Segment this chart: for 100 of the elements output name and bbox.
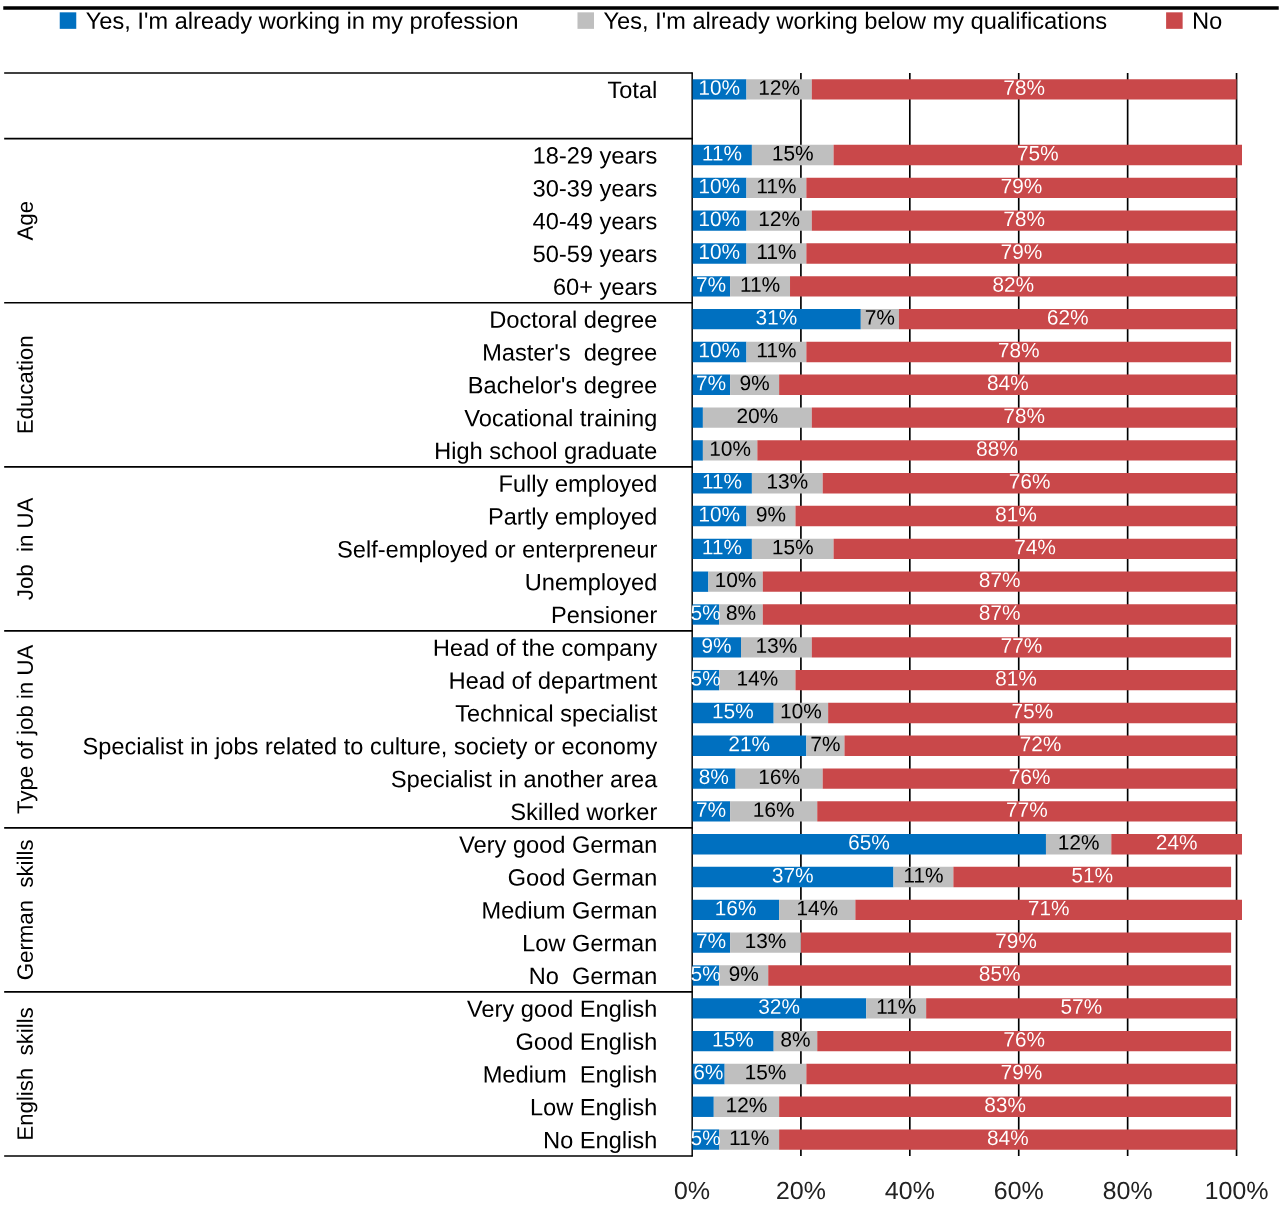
bar	[735, 768, 823, 789]
y-tick-label: 60+ years	[554, 278, 657, 300]
data-label: 8%	[781, 1031, 810, 1047]
bar	[806, 341, 1232, 363]
x-tick-label: 60%	[994, 1181, 1043, 1200]
bar	[926, 998, 1237, 1019]
data-label: 10%	[699, 342, 740, 358]
data-label: 13%	[768, 474, 808, 489]
bar	[779, 1129, 1237, 1150]
y-tick-label: No German	[530, 967, 656, 985]
y-tick-label: Specialist in jobs related to culture, society or economy	[83, 737, 658, 760]
y-tick-label: Technical specialist	[455, 704, 658, 727]
bar	[800, 932, 1232, 953]
bar	[692, 866, 894, 888]
data-label: 88%	[977, 441, 1018, 456]
data-label: 78%	[1004, 211, 1045, 227]
y-tick-label: Unemployed	[526, 573, 656, 596]
data-label: 87%	[979, 572, 1020, 588]
data-label: 84%	[987, 375, 1028, 391]
data-label: 71%	[1028, 900, 1069, 916]
y-tick-label: 40-49 years	[533, 212, 657, 235]
data-label: 20%	[737, 408, 778, 424]
bar	[746, 243, 807, 264]
bar	[811, 407, 1237, 428]
data-label: 65%	[849, 835, 890, 850]
data-label: 76%	[1004, 1031, 1045, 1047]
y-tick-label: 30-39 years	[533, 179, 657, 202]
bar	[811, 637, 1232, 658]
y-tick-label: Medium English	[484, 1065, 656, 1088]
bar	[692, 308, 861, 330]
data-label: 79%	[996, 933, 1037, 949]
data-label: 12%	[727, 1097, 767, 1113]
legend-label: Yes, I'm already working below my qualifications	[603, 11, 1107, 34]
data-label: 79%	[1001, 178, 1042, 194]
data-label: 62%	[1047, 309, 1088, 325]
y-tick-label: Master's degree	[484, 343, 657, 366]
data-label: 78%	[1004, 408, 1045, 424]
y-tick-label: No English	[545, 1131, 656, 1154]
y-tick-label: Head of the company	[434, 638, 658, 661]
text: Job in UA	[16, 497, 33, 600]
text: Education	[16, 336, 33, 433]
data-label: 76%	[1009, 474, 1050, 489]
bar	[844, 735, 1237, 756]
data-label: 10%	[699, 211, 740, 227]
x-tick-label: 20%	[777, 1181, 826, 1200]
data-label: 7%	[865, 310, 895, 325]
data-label: 15%	[713, 703, 753, 719]
data-label: 11%	[877, 999, 916, 1014]
text: Type of job in UA	[16, 644, 38, 814]
data-label: 7%	[697, 277, 726, 292]
x-tick-label: 80%	[1103, 1181, 1152, 1200]
y-tick-label: Head of department	[450, 671, 658, 694]
bar	[702, 407, 812, 428]
data-label: 77%	[1007, 802, 1048, 817]
data-label: 10%	[716, 572, 756, 588]
y-tick-label: Vocational training	[464, 409, 656, 432]
data-label: 83%	[985, 1097, 1026, 1113]
data-label: 81%	[996, 670, 1037, 686]
text: English skills	[16, 1008, 38, 1139]
bar	[822, 473, 1237, 494]
data-label: 10%	[699, 80, 740, 95]
data-label: 84%	[987, 1130, 1028, 1146]
data-label: 10%	[699, 506, 740, 522]
bar	[811, 210, 1237, 231]
y-tick-label: Total	[607, 80, 656, 99]
bar	[1111, 834, 1242, 855]
bar	[762, 604, 1237, 625]
data-label: 11%	[904, 867, 943, 883]
bar	[779, 374, 1237, 395]
data-label: 75%	[1018, 145, 1058, 161]
data-label: 24%	[1156, 835, 1197, 850]
bar	[806, 243, 1237, 264]
data-label: 32%	[759, 999, 800, 1014]
data-label: 14%	[738, 671, 778, 686]
y-tick-label: 18-29 years	[534, 147, 657, 169]
bar	[817, 801, 1237, 822]
y-tick-label: Fully employed	[500, 474, 656, 497]
x-tick-label: 100%	[1206, 1181, 1268, 1200]
data-label: 78%	[998, 342, 1039, 358]
bar	[692, 571, 709, 592]
bar	[855, 899, 1242, 921]
data-label: 75%	[1012, 703, 1053, 719]
bar	[822, 768, 1237, 789]
data-label: 14%	[797, 900, 838, 916]
data-label: 13%	[757, 638, 797, 653]
y-tick-label: Partly employed	[489, 507, 656, 530]
data-label: 8%	[726, 605, 756, 621]
bar	[806, 177, 1237, 199]
data-label: 15%	[713, 1032, 753, 1047]
data-label: 31%	[756, 309, 797, 325]
x-tick-label: 40%	[885, 1181, 934, 1200]
data-label: 13%	[746, 933, 786, 949]
bar	[828, 702, 1237, 724]
bar	[692, 998, 867, 1019]
bar	[790, 276, 1237, 297]
data-label: 11%	[757, 244, 796, 260]
data-label: 11%	[703, 145, 742, 161]
data-label: 10%	[781, 703, 822, 719]
data-label: 10%	[699, 178, 740, 194]
data-label: 78%	[1004, 80, 1045, 95]
